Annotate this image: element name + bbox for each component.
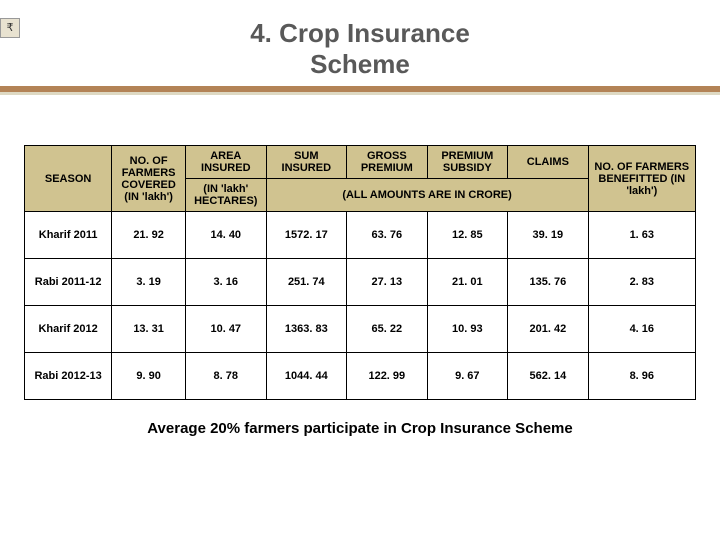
cell-subsidy: 10. 93 — [427, 306, 508, 353]
cell-farmers: 3. 19 — [112, 259, 186, 306]
cell-subsidy: 21. 01 — [427, 259, 508, 306]
cell-season: Kharif 2012 — [25, 306, 112, 353]
table-container: SEASON NO. OF FARMERS COVERED (IN 'lakh'… — [24, 145, 696, 400]
cell-benef: 1. 63 — [588, 212, 695, 259]
cell-sum: 1044. 44 — [266, 353, 347, 400]
cell-claims: 562. 14 — [508, 353, 589, 400]
accent-underline — [0, 92, 720, 95]
cell-area: 8. 78 — [186, 353, 267, 400]
cell-subsidy: 12. 85 — [427, 212, 508, 259]
th-area-top: AREA INSURED — [186, 146, 267, 179]
cell-farmers: 13. 31 — [112, 306, 186, 353]
cell-gross: 65. 22 — [347, 306, 428, 353]
title-line1: 4. Crop Insurance — [250, 18, 470, 48]
cell-gross: 122. 99 — [347, 353, 428, 400]
cell-benef: 4. 16 — [588, 306, 695, 353]
th-area-sub: (IN 'lakh' HECTARES) — [186, 179, 267, 212]
th-claims: CLAIMS — [508, 146, 589, 179]
table-row: Kharif 2011 21. 92 14. 40 1572. 17 63. 7… — [25, 212, 696, 259]
th-crore-note: (ALL AMOUNTS ARE IN CRORE) — [266, 179, 588, 212]
cell-season: Kharif 2011 — [25, 212, 112, 259]
th-benefitted: NO. OF FARMERS BENEFITTED (IN 'lakh') — [588, 146, 695, 212]
title-line2: Scheme — [310, 49, 410, 79]
th-gross: GROSS PREMIUM — [347, 146, 428, 179]
cell-subsidy: 9. 67 — [427, 353, 508, 400]
cell-farmers: 21. 92 — [112, 212, 186, 259]
cell-sum: 1363. 83 — [266, 306, 347, 353]
th-subsidy: PREMIUM SUBSIDY — [427, 146, 508, 179]
cell-benef: 8. 96 — [588, 353, 695, 400]
cell-farmers: 9. 90 — [112, 353, 186, 400]
cell-sum: 251. 74 — [266, 259, 347, 306]
table-body: Kharif 2011 21. 92 14. 40 1572. 17 63. 7… — [25, 212, 696, 400]
cell-gross: 63. 76 — [347, 212, 428, 259]
footer-note: Average 20% farmers participate in Crop … — [0, 420, 720, 437]
cell-claims: 201. 42 — [508, 306, 589, 353]
th-farmers: NO. OF FARMERS COVERED (IN 'lakh') — [112, 146, 186, 212]
table-row: Rabi 2011-12 3. 19 3. 16 251. 74 27. 13 … — [25, 259, 696, 306]
cell-benef: 2. 83 — [588, 259, 695, 306]
rupee-corner-box: ₹ — [0, 18, 20, 38]
th-sum: SUM INSURED — [266, 146, 347, 179]
cell-claims: 39. 19 — [508, 212, 589, 259]
cell-area: 10. 47 — [186, 306, 267, 353]
page-title: 4. Crop Insurance Scheme — [0, 18, 720, 80]
cell-gross: 27. 13 — [347, 259, 428, 306]
cell-area: 3. 16 — [186, 259, 267, 306]
table-row: Kharif 2012 13. 31 10. 47 1363. 83 65. 2… — [25, 306, 696, 353]
cell-claims: 135. 76 — [508, 259, 589, 306]
cell-season: Rabi 2012-13 — [25, 353, 112, 400]
cell-season: Rabi 2011-12 — [25, 259, 112, 306]
crop-insurance-table: SEASON NO. OF FARMERS COVERED (IN 'lakh'… — [24, 145, 696, 400]
table-row: Rabi 2012-13 9. 90 8. 78 1044. 44 122. 9… — [25, 353, 696, 400]
cell-area: 14. 40 — [186, 212, 267, 259]
cell-sum: 1572. 17 — [266, 212, 347, 259]
th-season: SEASON — [25, 146, 112, 212]
